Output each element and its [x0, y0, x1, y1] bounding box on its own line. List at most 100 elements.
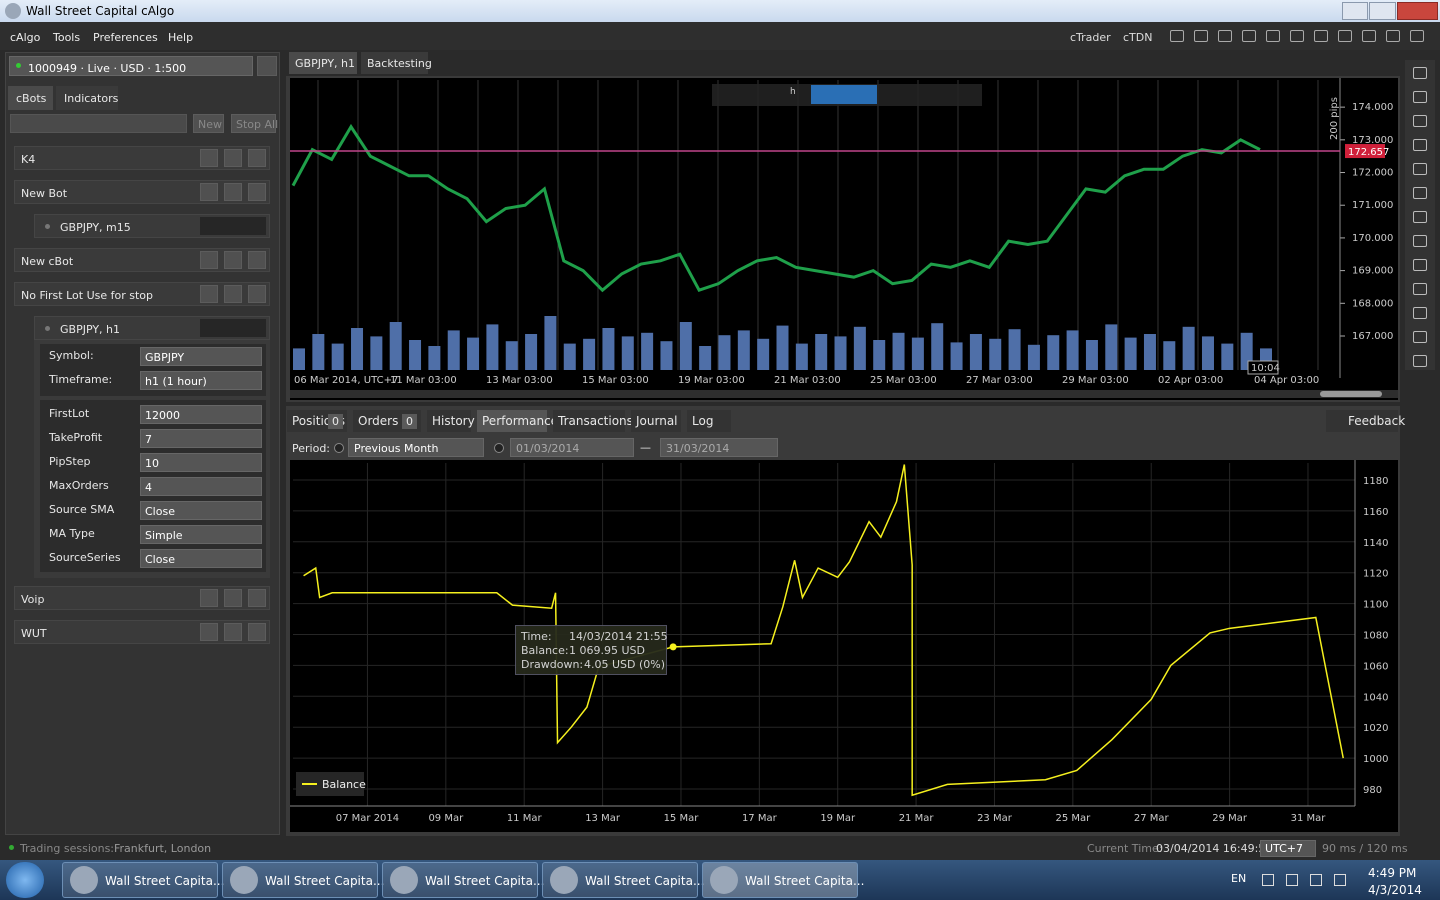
period-select[interactable]: Previous Month	[348, 438, 484, 457]
language[interactable]: EN	[1231, 872, 1247, 885]
param-input[interactable]: Simple	[140, 525, 262, 544]
bottom-tab[interactable]: Performance	[477, 410, 558, 432]
top-link[interactable]: cTDN	[1123, 31, 1153, 44]
toolbar-icon[interactable]	[1218, 30, 1232, 42]
row-button[interactable]	[200, 623, 218, 641]
toolbar-icon[interactable]	[1314, 30, 1328, 42]
tab[interactable]: cBots	[8, 86, 53, 110]
bottom-tab[interactable]: Transactions	[553, 410, 633, 432]
play-control[interactable]	[811, 85, 877, 104]
radio[interactable]	[494, 443, 504, 453]
start-button[interactable]	[6, 862, 44, 898]
date-from[interactable]: 01/03/2014	[510, 438, 634, 457]
minimize[interactable]	[1342, 2, 1369, 20]
play-button[interactable]	[200, 217, 266, 235]
tool-icon[interactable]	[1413, 67, 1427, 79]
toolbar-icon[interactable]	[1410, 30, 1424, 42]
row-button[interactable]	[224, 285, 242, 303]
row-button[interactable]	[224, 183, 242, 201]
button[interactable]: Stop All	[231, 114, 278, 133]
param-input[interactable]: 10	[140, 453, 262, 472]
maximize[interactable]	[1369, 2, 1396, 20]
tool-icon[interactable]	[1413, 331, 1427, 343]
tool-icon[interactable]	[1413, 91, 1427, 103]
menu-item[interactable]: Help	[168, 31, 194, 44]
tool-icon[interactable]	[1413, 259, 1427, 271]
row-button[interactable]	[200, 285, 218, 303]
row-button[interactable]	[248, 183, 266, 201]
volume-bar	[737, 330, 750, 370]
play-button[interactable]	[200, 319, 266, 337]
param-input[interactable]: h1 (1 hour)	[140, 371, 262, 390]
bottom-tab[interactable]: Log	[687, 410, 731, 432]
bottom-tab[interactable]: History	[427, 410, 475, 432]
toolbar-icon[interactable]	[1290, 30, 1304, 42]
toolbar-icon[interactable]	[1362, 30, 1376, 42]
menu-item[interactable]: Tools	[53, 31, 81, 44]
date-to[interactable]: 31/03/2014	[660, 438, 778, 457]
toolbar-icon[interactable]	[1338, 30, 1352, 42]
row-button[interactable]	[200, 589, 218, 607]
row-button[interactable]	[248, 285, 266, 303]
timezone-select[interactable]: UTC+7	[1260, 840, 1316, 857]
chart-tab[interactable]: Backtesting	[361, 52, 432, 74]
row-button[interactable]	[224, 251, 242, 269]
clock-time[interactable]: 4:49 PM	[1368, 866, 1417, 880]
tool-icon[interactable]	[1413, 235, 1427, 247]
param-input[interactable]: Close	[140, 549, 262, 568]
menu-item[interactable]: cAlgo	[10, 31, 41, 44]
toolbar-icon[interactable]	[1170, 30, 1184, 42]
account-selector[interactable]: 1000949 · Live · USD · 1:500	[9, 56, 253, 76]
tool-icon[interactable]	[1413, 211, 1427, 223]
tool-icon[interactable]	[1413, 139, 1427, 151]
close[interactable]	[1396, 2, 1438, 20]
tool-icon[interactable]	[1413, 115, 1427, 127]
tool-icon[interactable]	[1413, 307, 1427, 319]
volume-bar	[428, 346, 441, 370]
tool-icon[interactable]	[1413, 355, 1427, 367]
row-button[interactable]	[248, 589, 266, 607]
radio[interactable]	[334, 443, 344, 453]
top-link[interactable]: cTrader	[1070, 31, 1111, 44]
row-button[interactable]	[248, 623, 266, 641]
button[interactable]: New	[193, 114, 224, 133]
menu-item[interactable]: Preferences	[93, 31, 158, 44]
tray-icon[interactable]	[1286, 874, 1298, 886]
param-input[interactable]: 4	[140, 477, 262, 496]
chart-tab[interactable]: GBPJPY, h1	[289, 52, 357, 74]
taskbar-icon	[710, 866, 738, 894]
tool-icon[interactable]	[1413, 163, 1427, 175]
volume-bar	[602, 328, 615, 370]
row-button[interactable]	[200, 149, 218, 167]
tool-icon[interactable]	[1413, 187, 1427, 199]
param-input[interactable]: GBPJPY	[140, 347, 262, 366]
current-price-label: 172.657	[1348, 147, 1389, 158]
param-input[interactable]: Close	[140, 501, 262, 520]
tray-icon[interactable]	[1310, 874, 1322, 886]
row-button[interactable]	[224, 623, 242, 641]
row-button[interactable]	[224, 589, 242, 607]
toolbar-icon[interactable]	[1194, 30, 1208, 42]
volume-bar	[660, 341, 673, 370]
search-box[interactable]	[10, 114, 187, 133]
row-button[interactable]	[248, 149, 266, 167]
toolbar-icon[interactable]	[1266, 30, 1280, 42]
tray-icon[interactable]	[1262, 874, 1274, 886]
param-input[interactable]: 12000	[140, 405, 262, 424]
row-button[interactable]	[200, 183, 218, 201]
y-tick-label: 1160	[1363, 507, 1388, 518]
tool-icon[interactable]	[1413, 283, 1427, 295]
row-button[interactable]	[248, 251, 266, 269]
toolbar-icon[interactable]	[1386, 30, 1400, 42]
bottom-tab[interactable]: Journal	[631, 410, 681, 432]
row-button[interactable]	[200, 251, 218, 269]
x-tick-label: 17 Mar	[742, 813, 778, 824]
account-button[interactable]	[257, 56, 277, 76]
param-input[interactable]: 7	[140, 429, 262, 448]
feedback-button[interactable]: Feedback	[1326, 410, 1405, 432]
row-button[interactable]	[224, 149, 242, 167]
clock-date[interactable]: 4/3/2014	[1368, 883, 1422, 897]
toolbar-icon[interactable]	[1242, 30, 1256, 42]
tab[interactable]: Indicators	[56, 86, 118, 110]
tray-icon[interactable]	[1334, 874, 1346, 886]
